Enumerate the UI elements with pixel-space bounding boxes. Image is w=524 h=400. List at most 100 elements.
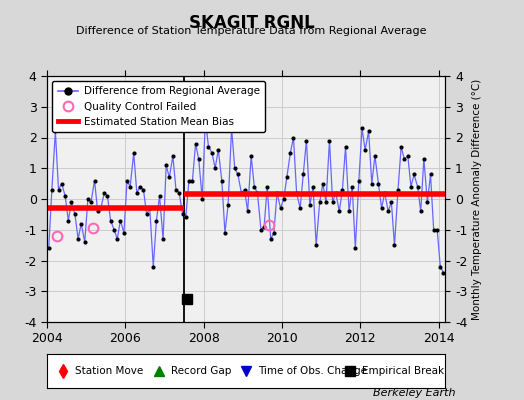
Point xyxy=(201,116,210,122)
Legend: Difference from Regional Average, Quality Control Failed, Estimated Station Mean: Difference from Regional Average, Qualit… xyxy=(52,81,265,132)
Point xyxy=(93,208,102,214)
Point xyxy=(384,208,392,214)
Point xyxy=(263,184,271,190)
Point xyxy=(224,202,232,208)
Point xyxy=(67,199,75,205)
Point xyxy=(179,211,187,218)
Point xyxy=(234,171,242,178)
Point xyxy=(312,242,320,248)
Point xyxy=(286,150,294,156)
Text: Time of Obs. Change: Time of Obs. Change xyxy=(258,366,367,376)
Point xyxy=(123,177,131,184)
Point xyxy=(348,184,356,190)
Point xyxy=(198,196,206,202)
Point xyxy=(241,186,249,193)
Point xyxy=(129,150,138,156)
Point xyxy=(155,193,163,199)
Point xyxy=(423,199,432,205)
Point xyxy=(394,186,402,193)
Point xyxy=(420,156,428,162)
Point xyxy=(159,236,167,242)
Point xyxy=(403,153,412,159)
Point xyxy=(417,208,425,214)
Point xyxy=(175,190,183,196)
Point xyxy=(309,184,317,190)
Point xyxy=(355,177,363,184)
Point xyxy=(439,270,447,276)
Point xyxy=(257,226,265,233)
Point xyxy=(182,214,190,221)
Point xyxy=(208,150,216,156)
Point xyxy=(276,205,285,212)
Point xyxy=(204,144,213,150)
Point xyxy=(361,147,369,153)
Point xyxy=(260,224,268,230)
Point xyxy=(136,184,144,190)
Point xyxy=(305,202,314,208)
Point xyxy=(113,236,122,242)
Point xyxy=(126,184,134,190)
Point xyxy=(110,226,118,233)
Point xyxy=(433,226,441,233)
Point xyxy=(335,208,343,214)
Point xyxy=(273,190,281,196)
Point xyxy=(427,171,435,178)
Point xyxy=(413,184,422,190)
Point xyxy=(165,174,173,181)
Point xyxy=(185,177,193,184)
Point xyxy=(299,171,308,178)
Point xyxy=(345,208,353,214)
Point xyxy=(387,199,396,205)
Point xyxy=(214,147,223,153)
Point xyxy=(237,190,246,196)
Point xyxy=(119,230,128,236)
Point xyxy=(270,230,278,236)
Point xyxy=(247,153,255,159)
Point xyxy=(71,211,79,218)
Point xyxy=(90,177,99,184)
Point xyxy=(370,153,379,159)
Point xyxy=(292,190,301,196)
Point xyxy=(64,217,72,224)
Point xyxy=(96,205,105,212)
Point xyxy=(45,245,53,251)
Text: SKAGIT RGNL: SKAGIT RGNL xyxy=(189,14,314,32)
Point xyxy=(74,236,82,242)
Point xyxy=(267,236,275,242)
Point xyxy=(302,137,311,144)
Point xyxy=(106,217,115,224)
Point xyxy=(341,144,350,150)
Point xyxy=(217,177,226,184)
Point xyxy=(410,171,418,178)
Point xyxy=(397,144,406,150)
Point xyxy=(191,140,200,147)
Point xyxy=(358,125,366,132)
Point xyxy=(149,264,158,270)
Point xyxy=(368,180,376,187)
Y-axis label: Monthly Temperature Anomaly Difference (°C): Monthly Temperature Anomaly Difference (… xyxy=(472,78,482,320)
Point xyxy=(152,217,160,224)
Point xyxy=(54,186,63,193)
Text: Record Gap: Record Gap xyxy=(171,366,231,376)
Point xyxy=(133,190,141,196)
Point xyxy=(143,211,151,218)
Text: Berkeley Earth: Berkeley Earth xyxy=(374,388,456,398)
Point xyxy=(400,156,409,162)
Text: Difference of Station Temperature Data from Regional Average: Difference of Station Temperature Data f… xyxy=(77,26,427,36)
Point xyxy=(51,128,60,134)
Point xyxy=(146,205,154,212)
Point xyxy=(351,245,359,251)
Point xyxy=(315,199,324,205)
Point xyxy=(194,156,203,162)
Point xyxy=(250,184,258,190)
Point xyxy=(77,220,85,227)
Point xyxy=(103,193,112,199)
Point xyxy=(436,264,444,270)
Point xyxy=(227,125,236,132)
Point xyxy=(322,199,330,205)
Point xyxy=(231,165,239,172)
Point xyxy=(332,190,340,196)
Point xyxy=(100,190,108,196)
Point xyxy=(172,186,180,193)
Point xyxy=(188,177,196,184)
